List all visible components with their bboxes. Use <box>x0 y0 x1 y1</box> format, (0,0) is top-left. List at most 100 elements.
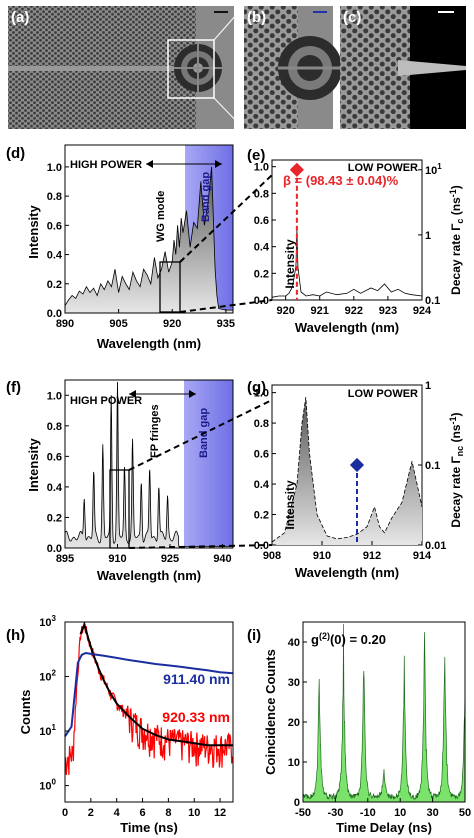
spectrum-f-area <box>64 381 234 549</box>
x-tick-label: 12 <box>214 807 226 819</box>
panel-b-label: (b) <box>247 9 266 26</box>
y-tick-label: 0.4 <box>47 482 63 494</box>
zoom-line-d-bottom <box>179 299 273 313</box>
y-tick-label: 1.0 <box>47 390 62 402</box>
y-tick-label: 0.2 <box>47 279 62 291</box>
zoom-line-d-top <box>179 174 273 263</box>
panel-a-sem-image: (a) <box>8 5 245 130</box>
circular-grating-icon <box>174 44 222 92</box>
y-tick-label: 1.0 <box>47 162 62 174</box>
x-tick-label: 935 <box>217 318 235 330</box>
panel-i-ylabel: Coincidence Counts <box>263 649 278 775</box>
panel-g-chart: 0.0 0.2 0.4 0.6 0.8 1.0 908 910 912 914 1 0.1 0.01 (… <box>247 379 465 580</box>
x-tick-label: 0 <box>62 807 68 819</box>
panel-h-label: (h) <box>6 627 25 644</box>
panel-f-xlabel: Wavelength (nm) <box>97 568 201 583</box>
x-tick-label: 912 <box>363 550 381 562</box>
y-right-tick-exponent: 1 <box>437 162 442 171</box>
y-tick-label: 0.8 <box>254 418 269 430</box>
y-right-tick-label: 1 <box>425 230 431 242</box>
y-tick-exponent: 3 <box>52 614 57 623</box>
y-tick-label: 0.2 <box>254 268 269 280</box>
x-tick-label: 924 <box>413 305 432 317</box>
x-tick-label: 890 <box>56 318 74 330</box>
coincidence-histogram <box>302 623 466 803</box>
panel-g-power: LOW POWER <box>348 388 418 400</box>
panel-b-sem-image: (b) <box>244 6 342 129</box>
y-tick-label: 0.4 <box>47 250 63 262</box>
y-right-tick-label: 0.1 <box>425 460 440 472</box>
x-tick-label: -10 <box>360 807 376 819</box>
zoom-box-d <box>159 261 181 313</box>
x-tick-label: 50 <box>459 807 471 819</box>
y-tick-label: 30 <box>288 677 300 689</box>
y-tick-label: 0.6 <box>47 451 62 463</box>
spectrum-e-line <box>271 230 423 298</box>
y-right-tick-label: 0.1 <box>425 295 440 307</box>
x-tick-label: 925 <box>161 553 179 565</box>
y-tick-label: 0.6 <box>254 215 269 227</box>
y-tick-label: 40 <box>288 637 300 649</box>
y-tick-label: 0.2 <box>254 510 269 522</box>
panel-c-label: (c) <box>343 9 361 26</box>
zoom-line-f-top <box>128 399 273 471</box>
x-tick-label: 10 <box>394 807 406 819</box>
panel-f-chart: 0.0 0.2 0.4 0.6 0.8 1.0 895 910 925 940 (f) HIGH … <box>6 379 234 583</box>
panel-d-ylabel: Intensity <box>26 205 41 259</box>
x-tick-label: -50 <box>295 807 311 819</box>
panel-e-xlabel: Wavelength (nm) <box>295 320 399 335</box>
panel-e-ylabel: Intensity <box>283 239 297 289</box>
decay-curve-911-nm <box>64 651 234 737</box>
decay-fit-920-nm <box>79 621 233 747</box>
x-tick-label: 908 <box>263 550 281 562</box>
y-tick-label: 0.0 <box>47 543 62 555</box>
series-label-920-nm: 920.33 nm <box>162 709 230 725</box>
y-tick-label: 0.4 <box>254 242 270 254</box>
panel-d-chart: 0.0 0.2 0.4 0.6 0.8 1.0 890 905 920 935 (d) HIGH … <box>6 144 235 351</box>
y-tick-label: 103 <box>39 614 56 629</box>
x-tick-label: 905 <box>109 318 127 330</box>
panel-i-label: (i) <box>247 627 261 644</box>
y-right-tick-label: 101 <box>425 162 442 177</box>
x-tick-label: 4 <box>114 807 121 819</box>
x-tick-label: -30 <box>327 807 343 819</box>
x-tick-label: 920 <box>163 318 181 330</box>
y-tick-label: 101 <box>39 723 56 738</box>
panel-e-power: LOW POWER <box>348 162 418 174</box>
panel-h-ylabel: Counts <box>18 690 33 735</box>
y-tick-label: 100 <box>39 778 56 793</box>
grating-closeup-icon <box>278 36 342 100</box>
x-tick-label: 914 <box>413 550 432 562</box>
y-tick-label: 0.0 <box>254 540 269 552</box>
panel-h-xlabel: Time (ns) <box>120 820 178 835</box>
y-tick-label: 1.0 <box>254 388 269 400</box>
spectrum-g-line <box>271 397 423 543</box>
panel-g-right-ylabel: Decay rate Γnc (ns-1) <box>448 412 465 527</box>
y-tick-label: 0.0 <box>47 308 62 320</box>
panel-d-gap-label: Band gap <box>200 172 212 222</box>
x-tick-label: 8 <box>165 807 171 819</box>
y-tick-exponent: 2 <box>52 669 57 678</box>
y-tick-exponent: 1 <box>52 723 57 732</box>
x-tick-label: 910 <box>313 550 331 562</box>
panel-d-mode-label: WG mode <box>155 191 167 242</box>
y-tick-label: 1.0 <box>254 162 269 174</box>
y-tick-label: 0.6 <box>47 220 62 232</box>
y-tick-label: 0.2 <box>47 512 62 524</box>
panel-e-label: (e) <box>247 147 265 164</box>
double-arrow-icon <box>146 160 222 168</box>
panel-f-power: HIGH POWER <box>70 395 142 407</box>
y-right-tick-label: 0.01 <box>425 540 446 552</box>
y-tick-label: 0.4 <box>254 479 270 491</box>
y-right-tick-label: 1 <box>425 380 431 392</box>
x-tick-label: 6 <box>139 807 145 819</box>
y-tick-label: 0.6 <box>254 449 269 461</box>
y-tick-label: 20 <box>288 717 300 729</box>
panel-e-beta: β = (98.43 ± 0.04)% <box>283 173 399 188</box>
y-tick-label: 0 <box>294 797 300 809</box>
x-tick-label: 920 <box>276 305 294 317</box>
panel-a-label: (a) <box>11 9 29 26</box>
panel-d-power: HIGH POWER <box>70 159 142 171</box>
x-tick-label: 921 <box>311 305 329 317</box>
